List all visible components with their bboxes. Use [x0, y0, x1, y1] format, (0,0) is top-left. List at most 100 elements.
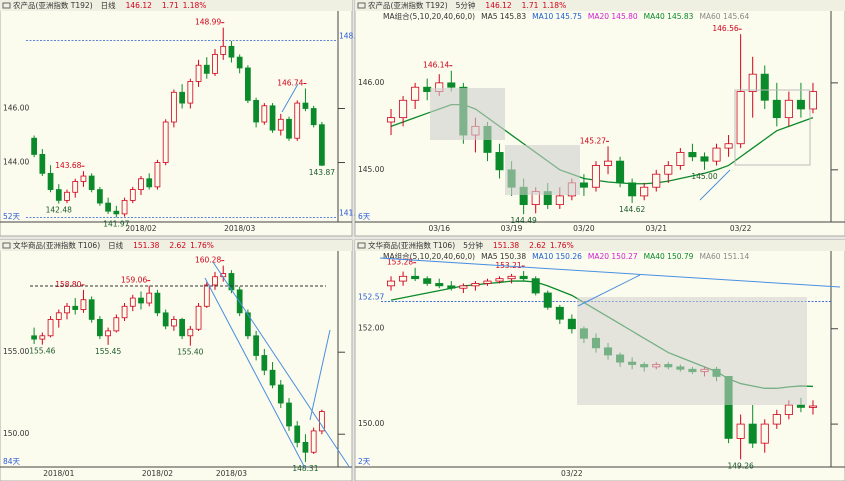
candle-body [269, 105, 276, 131]
candle-body [129, 297, 136, 307]
candle-body [310, 108, 317, 126]
candle-body [555, 306, 564, 320]
low-label: 144.49 [511, 216, 537, 225]
shaded-zone [577, 297, 807, 405]
candle-body [39, 335, 46, 340]
trend-line [309, 329, 331, 421]
header-change: 1.71 [522, 1, 539, 10]
candle-body [97, 318, 103, 337]
candle-body [579, 182, 588, 188]
candle-body [411, 86, 420, 101]
ma-legend-item: MA10 150.26 [532, 252, 582, 261]
candle-body [39, 154, 46, 174]
high-label: 158.80 [55, 280, 81, 289]
candle-body [80, 299, 87, 310]
candle-body [47, 318, 54, 337]
panel-header [355, 240, 845, 251]
candle-body [171, 318, 177, 327]
header-title: 农产品(亚洲指数 T192) [13, 0, 93, 10]
bar-count: 6天 [358, 212, 371, 221]
header-price: 146.12 [485, 1, 511, 10]
candle-body [212, 54, 218, 74]
candle-body [483, 280, 492, 284]
header-price: 151.38 [133, 241, 159, 250]
high-label: 146.74 [277, 78, 303, 87]
candle-body [179, 91, 185, 104]
ma-legend-item: MA组合(5,10,20,40,60,0) [383, 11, 475, 21]
level-label: 141.97 [339, 208, 365, 217]
panel [0, 239, 353, 481]
candle-body [435, 283, 444, 287]
high-label: 153.21 [495, 261, 521, 270]
header: 农产品(亚洲指数 T192) 日线 146.12 1.71 1.18% [13, 0, 206, 10]
candle-body [652, 173, 661, 188]
ma-legend-item: MA60 151.14 [699, 252, 749, 261]
candle-body [796, 99, 805, 110]
header-pct: 1.18% [542, 1, 566, 10]
ma-legend-item: MA60 145.64 [699, 12, 749, 21]
header-icon [357, 2, 366, 9]
candle-body [387, 280, 396, 287]
candle-body [138, 297, 144, 304]
candle-body [319, 124, 325, 166]
candle-body [555, 195, 564, 206]
candle-body [253, 99, 259, 123]
candle-body [154, 162, 161, 188]
low-label: 145.00 [691, 172, 717, 181]
ma-legend-item: MA5 145.83 [481, 12, 526, 21]
candle-body [195, 64, 202, 82]
candle-body [269, 369, 276, 386]
candle-body [664, 165, 673, 175]
candle-body [772, 99, 781, 119]
candle-body [808, 91, 817, 110]
header-icon [2, 242, 11, 249]
header-icon [2, 2, 11, 9]
candle-body [203, 64, 210, 74]
candle-body [736, 423, 745, 439]
header-period: 日线 [108, 240, 123, 250]
header-pct: 1.76% [190, 241, 214, 250]
header-price: 151.38 [493, 241, 519, 250]
ma-legend-item: MA10 145.75 [532, 12, 582, 21]
bar-count: 52天 [3, 212, 21, 221]
high-label: 146.56 [712, 24, 738, 33]
candle-body [212, 276, 218, 286]
candle-body [748, 73, 757, 92]
level-label: 148.51 [339, 32, 365, 41]
candle-body [567, 318, 576, 330]
candle-body [261, 355, 268, 371]
candle-body [253, 335, 259, 356]
y-tick-label: 146.00 [358, 78, 384, 87]
x-tick-label: 2018/02 [125, 224, 156, 233]
candle-body [748, 423, 757, 444]
candle-body [724, 143, 733, 149]
candle-body [302, 102, 309, 109]
bar-count: 2天 [358, 457, 371, 466]
candle-body [121, 199, 128, 215]
high-label: 148.99 [195, 18, 221, 27]
ma-legend-item: MA40 150.79 [644, 252, 694, 261]
ma-legend: MA组合(5,10,20,40,60,0) MA5 150.38 MA10 150.… [383, 251, 749, 261]
candle-body [31, 137, 37, 155]
candle-body [277, 118, 284, 131]
candle-body [64, 191, 70, 201]
high-label: 159.06 [121, 276, 147, 285]
ma-legend-item: MA40 145.83 [644, 12, 694, 21]
panel [354, 0, 845, 237]
trend-line [379, 257, 841, 288]
candle-body [688, 152, 697, 158]
header-pct: 1.76% [550, 241, 574, 250]
y-tick-label: 152.00 [358, 324, 384, 333]
candle-body [105, 330, 111, 337]
candle-body [154, 292, 161, 314]
low-label: 148.31 [292, 464, 318, 473]
x-tick-label: 03/20 [573, 224, 595, 233]
candle-body [55, 189, 62, 201]
header-period: 5分钟 [456, 0, 476, 10]
candle-body [286, 402, 292, 427]
y-tick-label: 145.00 [358, 165, 384, 174]
candle-body [616, 160, 625, 184]
candle-body [203, 284, 210, 307]
